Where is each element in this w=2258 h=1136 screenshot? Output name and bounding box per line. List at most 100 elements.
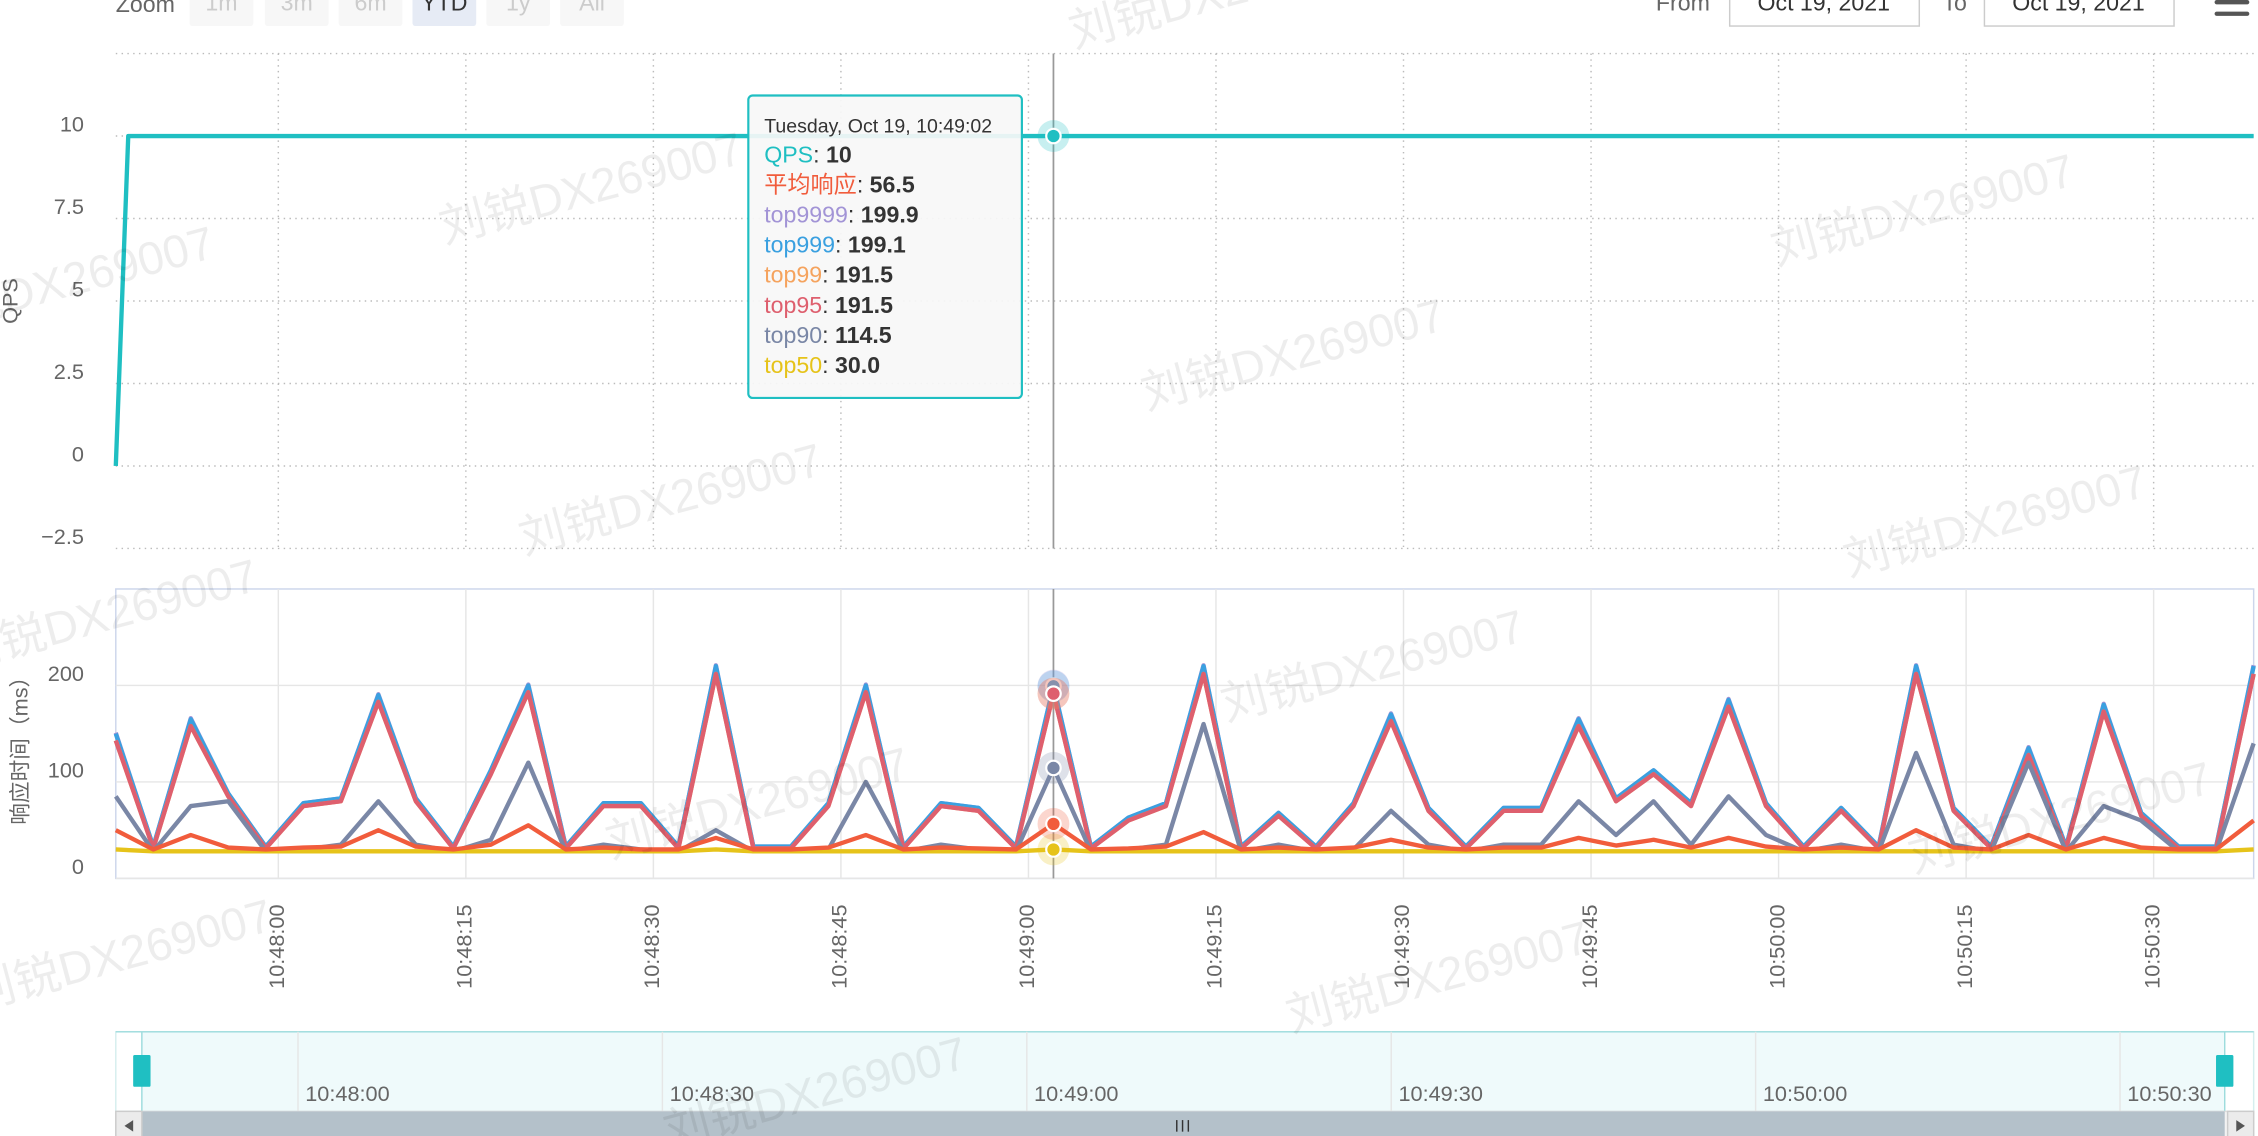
scrollbar-arrow <box>124 1120 134 1132</box>
navigator-tick-label: 10:49:00 <box>1034 1081 1118 1106</box>
y-tick-label: −2.5 <box>41 524 84 549</box>
watermark: 刘锐DX269007 <box>513 433 827 564</box>
navigator-selection <box>141 1031 2225 1112</box>
menu-bar <box>2214 11 2250 16</box>
x-tick-label: 10:49:15 <box>1202 904 1227 988</box>
watermark: 刘锐DX269007 <box>1215 600 1529 731</box>
tooltip-separator: : <box>822 292 835 318</box>
y-tick-label: 5 <box>72 277 84 302</box>
zoom-button[interactable] <box>264 0 329 27</box>
tooltip-row: top9999: 199.9 <box>764 202 919 228</box>
to-input[interactable] <box>1983 0 2175 27</box>
tooltip-value: 191.5 <box>835 262 893 288</box>
tooltip-series-name: top99 <box>764 262 822 288</box>
y-tick-label: 200 <box>48 661 84 686</box>
navigator-tick-label: 10:48:30 <box>670 1081 754 1106</box>
navigator-handle[interactable] <box>133 1054 151 1087</box>
x-tick-label: 10:49:45 <box>1577 904 1602 988</box>
toolbar: Zoom From Oct 19, 2021 To Oct 19, 2021 1… <box>116 0 2250 27</box>
tooltip-row: top99: 191.5 <box>764 262 893 288</box>
tooltip-header: Tuesday, Oct 19, 10:49:02 <box>764 116 992 138</box>
tooltip-value: 10 <box>826 141 852 167</box>
tooltip-value: 199.1 <box>848 232 906 258</box>
x-tick-label: 10:50:15 <box>1952 904 1977 988</box>
zoom-button-label[interactable]: 1y <box>506 0 531 15</box>
zoom-button[interactable] <box>560 0 624 27</box>
tooltip-series-name: top9999 <box>764 202 848 228</box>
x-tick-label: 10:48:15 <box>452 904 477 988</box>
marker <box>1045 841 1062 858</box>
y-tick-label: 7.5 <box>54 194 84 219</box>
from-value[interactable]: Oct 19, 2021 <box>1758 0 1891 15</box>
tooltip-series-name: top90 <box>764 322 822 348</box>
tooltip-series-name: top95 <box>764 292 822 318</box>
zoom-button-label[interactable]: 6m <box>354 0 386 15</box>
to-label: To <box>1942 0 1966 15</box>
watermark: 刘锐DX269007 <box>1765 144 2079 275</box>
zoom-button-label[interactable]: 3m <box>281 0 313 15</box>
tooltip-value: 114.5 <box>835 322 892 348</box>
zoom-button[interactable] <box>338 0 403 27</box>
tooltip-series-name: 平均响应 <box>764 172 857 198</box>
x-tick-label: 10:49:30 <box>1389 904 1414 988</box>
navigator-tick-label: 10:50:30 <box>2127 1081 2211 1106</box>
tooltip-separator: : <box>848 202 861 228</box>
watermark: 刘锐DX269007 <box>1136 289 1450 420</box>
x-tick-label: 10:48:00 <box>264 904 289 988</box>
zoom-button-label[interactable]: YTD <box>421 0 467 15</box>
y-axis-title: 响应时间（ms） <box>7 666 32 825</box>
tooltip-value: 191.5 <box>835 292 893 318</box>
tooltip-row: 平均响应: 56.5 <box>764 172 915 198</box>
tooltip-series-name: QPS <box>764 141 813 167</box>
from-label: From <box>1656 0 1710 15</box>
marker <box>1045 759 1062 777</box>
zoom-button[interactable] <box>412 0 477 27</box>
tooltip-series-name: top999 <box>764 232 835 258</box>
series-line <box>113 663 2256 849</box>
tooltip-separator: : <box>813 141 826 167</box>
series-line <box>113 663 2256 849</box>
watermark: 刘锐DX269007 <box>0 889 278 1020</box>
y-tick-label: 100 <box>48 758 84 783</box>
x-tick-label: 10:48:30 <box>639 904 664 988</box>
tooltip-row: QPS: 10 <box>764 141 851 167</box>
zoom-label: Zoom <box>116 0 175 17</box>
marker <box>1045 685 1062 702</box>
tooltip-separator: : <box>822 322 835 348</box>
to-value[interactable]: Oct 19, 2021 <box>2012 0 2145 15</box>
from-input[interactable] <box>1728 0 1921 27</box>
navigator: 10:48:00 10:48:30 10:49:00 10:49:30 10:50:00… <box>115 1031 2255 1136</box>
watermark: 刘锐DX269007 <box>1903 752 2217 883</box>
tooltip: Tuesday, Oct 19, 10:49:02 QPS: 10 平均响应: 56… <box>747 94 1023 400</box>
watermark: 刘锐DX269007 <box>0 549 263 680</box>
menu-button[interactable] <box>2214 0 2250 16</box>
chart: −2.5 0 2.5 5 7.5 10 QPS <box>0 52 2254 550</box>
x-tick-label: 10:48:45 <box>827 904 852 988</box>
tooltip-row: top999: 199.1 <box>764 232 906 258</box>
scrollbar-thumb[interactable] <box>141 1111 2225 1136</box>
navigator-tick-label: 10:50:00 <box>1763 1081 1847 1106</box>
zoom-button[interactable] <box>189 0 254 27</box>
zoom-button[interactable] <box>486 0 551 27</box>
tooltip-row: top50: 30.0 <box>764 352 880 378</box>
tooltip-row: top90: 114.5 <box>764 322 892 348</box>
navigator-tick-label: 10:48:00 <box>305 1081 389 1106</box>
x-tick-label: 10:50:00 <box>1764 904 1789 988</box>
marker <box>1045 127 1062 145</box>
navigator-handle[interactable] <box>2216 1054 2234 1087</box>
watermark: 刘锐DX269007 <box>1281 911 1595 1042</box>
y-tick-label: 10 <box>60 112 84 137</box>
tooltip-separator: : <box>835 232 848 258</box>
watermark: 刘锐DX269007 <box>0 216 220 347</box>
zoom-button-label[interactable]: All <box>579 0 605 15</box>
zoom-button-label[interactable]: 1m <box>205 0 237 15</box>
y-tick-label: 0 <box>72 442 84 467</box>
series-line <box>113 671 2256 851</box>
series-line <box>115 847 2254 854</box>
tooltip-box <box>747 94 1023 400</box>
tooltip-value: 30.0 <box>835 352 880 378</box>
navigator-area <box>115 1031 2255 1113</box>
plots: −2.5 0 2.5 5 7.5 10 QPS 0 100 200 10:48:00 10:48:15… <box>0 52 2256 1136</box>
